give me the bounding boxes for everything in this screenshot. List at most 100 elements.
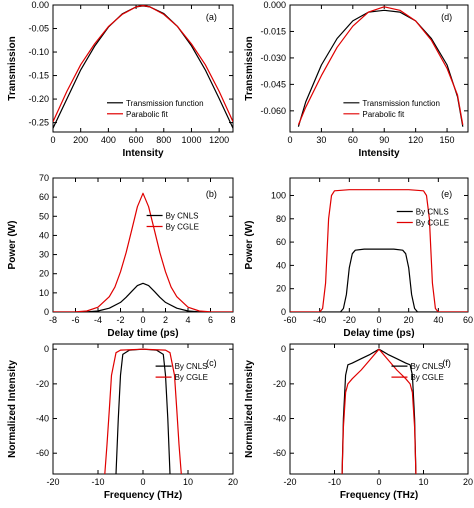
y-tick-label: 30 xyxy=(39,250,49,260)
y-tick-label: 60 xyxy=(276,237,286,247)
y-tick-label: 40 xyxy=(39,230,49,240)
x-tick-label: 150 xyxy=(440,135,455,145)
y-tick-label: -20 xyxy=(273,379,286,389)
x-tick-label: -4 xyxy=(94,315,102,325)
x-tick-label: 200 xyxy=(73,135,88,145)
x-tick-label: -10 xyxy=(91,477,104,487)
series-line-by-cgle xyxy=(53,192,233,312)
series-line-parabolic-fit xyxy=(53,5,233,122)
series-line-by-cgle xyxy=(104,348,182,474)
x-tick-label: 0 xyxy=(376,315,381,325)
legend-entry: By CGLE xyxy=(416,219,449,228)
panel-label: (d) xyxy=(441,12,452,22)
y-axis-title: Normalized Intensity xyxy=(7,360,18,458)
y-tick-label: 0 xyxy=(44,344,49,354)
series-line-parabolic-fit xyxy=(297,6,464,126)
y-tick-label: 70 xyxy=(39,173,49,183)
panel-label: (c) xyxy=(206,358,217,368)
x-tick-label: 20 xyxy=(463,477,473,487)
legend-entry: By CGLE xyxy=(410,373,443,382)
y-tick-label: -0.25 xyxy=(28,118,49,128)
y-tick-label: 20 xyxy=(39,269,49,279)
x-axis-title: Frequency (THz) xyxy=(340,490,418,501)
legend-entry: By CNLS xyxy=(410,362,443,371)
legend-entry: Transmission function xyxy=(126,99,204,108)
series-line-by-cgle xyxy=(341,348,417,474)
x-tick-label: -20 xyxy=(343,315,356,325)
series-line-by-cnls xyxy=(341,348,417,474)
y-tick-label: -60 xyxy=(36,448,49,458)
x-tick-label: 0 xyxy=(50,135,55,145)
legend-entry: By CGLE xyxy=(175,373,208,382)
y-tick-label: 0 xyxy=(281,307,286,317)
x-axis-title: Delay time (ps) xyxy=(107,328,178,339)
x-tick-label: 60 xyxy=(463,315,473,325)
x-tick-label: 400 xyxy=(101,135,116,145)
y-tick-label: 100 xyxy=(271,190,286,200)
x-tick-label: 2 xyxy=(163,315,168,325)
legend-entry: Parabolic fit xyxy=(126,110,169,119)
legend-entry: Parabolic fit xyxy=(362,110,405,119)
y-tick-label: -0.045 xyxy=(260,79,286,89)
x-tick-label: 40 xyxy=(433,315,443,325)
x-tick-label: 0 xyxy=(287,135,292,145)
x-tick-label: -20 xyxy=(283,477,296,487)
x-tick-label: -2 xyxy=(116,315,124,325)
x-tick-label: 600 xyxy=(129,135,144,145)
y-axis-title: Normalized Intensity xyxy=(244,360,255,458)
panel-label: (a) xyxy=(206,12,217,22)
series-line-by-cnls xyxy=(290,248,468,312)
y-tick-label: -0.030 xyxy=(260,53,286,63)
y-tick-label: 40 xyxy=(276,260,286,270)
x-tick-label: 8 xyxy=(230,315,235,325)
y-tick-label: -40 xyxy=(36,414,49,424)
x-tick-label: 1000 xyxy=(181,135,201,145)
panel-label: (e) xyxy=(441,189,452,199)
panel-c: -20 -10 0 10 20 0 -20 -40 -60 Frequency (THz) Norm… xyxy=(7,343,238,501)
panel-b: -8 -6 -4 -2 0 2 4 6 8 0 10 20 30 40 50 60 70 Delay time (… xyxy=(7,173,236,339)
y-tick-label: 50 xyxy=(39,211,49,221)
y-tick-label: -0.15 xyxy=(28,71,49,81)
y-tick-label: 0 xyxy=(281,344,286,354)
legend-entry: Transmission function xyxy=(362,99,440,108)
legend-entry: By CGLE xyxy=(166,223,199,232)
x-tick-label: -10 xyxy=(328,477,341,487)
legend-entry: By CNLS xyxy=(166,212,199,221)
x-tick-label: 0 xyxy=(376,477,381,487)
y-axis-title: Power (W) xyxy=(244,221,255,270)
x-axis-title: Delay time (ps) xyxy=(343,328,414,339)
y-axis-title: Transmission xyxy=(7,36,18,100)
y-tick-label: -0.20 xyxy=(28,94,49,104)
x-tick-label: -40 xyxy=(313,315,326,325)
x-tick-label: -20 xyxy=(46,477,59,487)
x-tick-label: 20 xyxy=(404,315,414,325)
x-axis-title: Frequency (THz) xyxy=(104,490,182,501)
x-axis-title: Intensity xyxy=(358,148,400,159)
y-tick-label: 10 xyxy=(39,288,49,298)
x-tick-label: -8 xyxy=(49,315,57,325)
y-tick-label: 60 xyxy=(39,192,49,202)
y-tick-label: -60 xyxy=(273,448,286,458)
y-tick-label: 20 xyxy=(276,284,286,294)
y-axis-title: Transmission xyxy=(244,36,255,100)
series-line-by-cgle xyxy=(290,189,468,312)
y-tick-label: -20 xyxy=(36,379,49,389)
x-tick-label: 10 xyxy=(418,477,428,487)
panel-d: 0 30 60 90 120 150 0.000 -0.015 -0.030 -0.045 -0.0… xyxy=(244,0,469,159)
series-line-by-cnls xyxy=(53,282,233,312)
x-axis-title: Intensity xyxy=(122,148,164,159)
y-tick-label: -0.10 xyxy=(28,47,49,57)
x-tick-label: 800 xyxy=(156,135,171,145)
y-tick-label: 80 xyxy=(276,214,286,224)
y-axis-title: Power (W) xyxy=(7,221,18,270)
panel-label: (b) xyxy=(206,189,217,199)
y-tick-label: 0.000 xyxy=(263,0,286,10)
y-tick-label: -0.060 xyxy=(260,106,286,116)
legend-entry: By CNLS xyxy=(416,208,449,217)
x-tick-label: 20 xyxy=(228,477,238,487)
x-tick-label: 90 xyxy=(379,135,389,145)
panel-e: -60 -40 -20 0 20 40 60 0 20 40 60 80 100 Delay time (… xyxy=(244,177,473,339)
x-tick-label: 120 xyxy=(408,135,423,145)
series-line-by-cnls xyxy=(115,348,171,474)
